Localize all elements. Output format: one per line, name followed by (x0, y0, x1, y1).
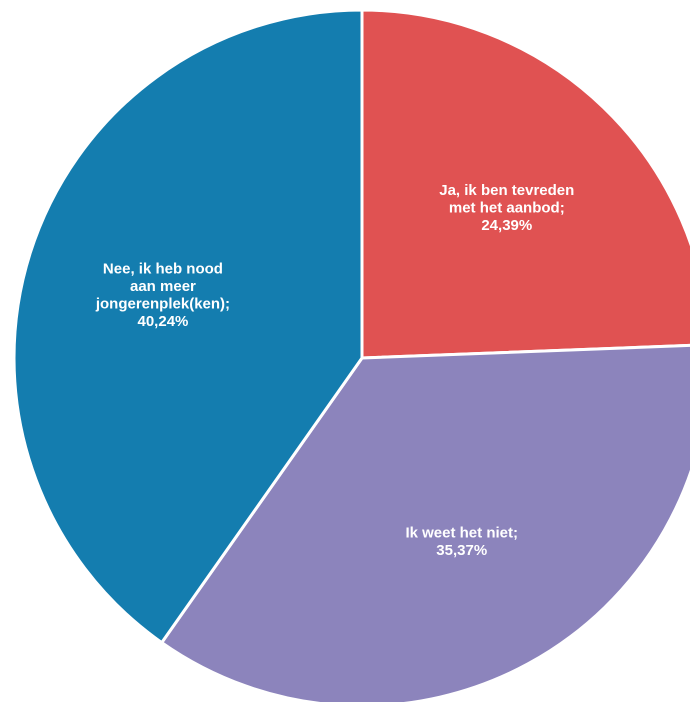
pie-label-ik-weet-het-niet: Ik weet het niet; 35,37% (405, 525, 518, 560)
pie-label-value: 40,24% (138, 313, 189, 330)
pie-label-nee-ik-heb-nood-aan-meer-jongerenplek-ken: Nee, ik heb nood aan meer jongerenplek(ken… (95, 261, 230, 331)
pie-label-ja-ik-ben-tevreden-met-het-aanbod: Ja, ik ben tevreden met het aanbod; 24,39% (439, 182, 574, 234)
pie-label-text: Ja, ik ben tevreden (439, 182, 574, 199)
pie-label-text: Nee, ik heb nood (103, 261, 223, 278)
pie-slice-ik-weet-het-niet (160, 343, 690, 702)
pie-slice-nee-ik-heb-nood-aan-meer-jongerenplek-ken (12, 8, 364, 645)
pie-slice-ja-ik-ben-tevreden-met-het-aanbod (360, 8, 690, 360)
pie-slices (12, 8, 690, 702)
pie-labels: Ja, ik ben tevreden met het aanbod; 24,39%… (95, 182, 574, 559)
pie-label-text: met het aanbod; (449, 200, 565, 217)
pie-label-value: 24,39% (481, 217, 532, 234)
pie-label-text: aan meer (130, 278, 196, 295)
pie-label-text: jongerenplek(ken); (95, 296, 230, 313)
pie-label-value: 35,37% (436, 542, 487, 559)
pie-label-text: Ik weet het niet; (405, 525, 518, 542)
